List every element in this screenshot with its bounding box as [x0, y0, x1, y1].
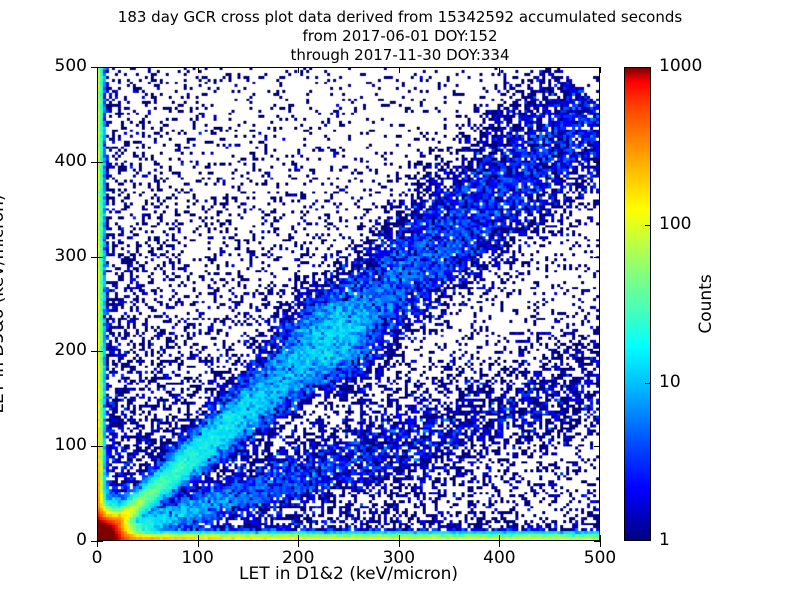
y-tick-mark-inner	[97, 256, 103, 258]
y-tick-mark-inner	[97, 161, 103, 163]
x-tick-mark	[197, 541, 199, 547]
x-tick-mark-top	[298, 67, 300, 73]
y-tick-label: 300	[54, 245, 87, 266]
y-tick-mark-inner	[97, 446, 103, 448]
x-tick-label: 500	[583, 548, 617, 568]
y-tick-mark-inner	[97, 67, 103, 68]
x-tick-mark-inner	[97, 535, 98, 541]
y-tick-label: 500	[54, 56, 87, 76]
y-tick-mark-right	[594, 161, 600, 163]
y-tick-label: 0	[76, 530, 87, 550]
x-tick-label: 400	[483, 548, 516, 568]
plot-area	[97, 67, 600, 541]
colorbar-tick-label: 100	[659, 214, 692, 234]
chart-title-line-3: through 2017-11-30 DOY:334	[290, 46, 510, 64]
x-tick-mark-top	[600, 67, 601, 73]
scatter-density-canvas	[98, 68, 599, 540]
x-tick-label: 0	[91, 548, 103, 568]
x-tick-mark	[398, 541, 400, 547]
chart-title: 183 day GCR cross plot data derived from…	[0, 8, 800, 65]
x-tick-mark-inner	[197, 535, 199, 541]
x-axis-label: LET in D1&2 (keV/micron)	[238, 564, 459, 584]
y-tick-mark-right	[594, 541, 600, 542]
y-tick-mark	[91, 351, 97, 353]
y-axis-label: LET in D5&6 (keV/micron)	[0, 194, 8, 414]
colorbar-tick-mark	[645, 225, 651, 226]
y-tick-mark-right	[594, 256, 600, 258]
colorbar-tick-label: 1000	[659, 56, 703, 76]
x-tick-label: 300	[382, 548, 416, 568]
y-tick-mark-right	[594, 67, 600, 68]
colorbar-tick-mark	[645, 383, 651, 384]
x-tick-mark-top	[499, 67, 501, 73]
x-tick-mark-inner	[398, 535, 400, 541]
chart-title-line-2: from 2017-06-01 DOY:152	[302, 27, 498, 45]
x-tick-mark-top	[97, 67, 98, 73]
colorbar-gradient	[624, 67, 651, 541]
x-tick-label: 200	[281, 548, 315, 568]
x-tick-mark	[298, 541, 300, 547]
x-tick-label: 100	[181, 548, 214, 568]
x-tick-mark	[97, 541, 98, 547]
x-tick-mark-inner	[600, 535, 601, 541]
x-tick-mark-top	[197, 67, 199, 73]
x-tick-mark-inner	[499, 535, 501, 541]
x-tick-mark	[499, 541, 501, 547]
y-tick-mark	[91, 541, 97, 542]
y-tick-label: 100	[54, 435, 87, 456]
colorbar-label: Counts	[696, 274, 716, 334]
x-tick-mark-inner	[298, 535, 300, 541]
y-tick-mark-inner	[97, 351, 103, 353]
x-tick-mark	[600, 541, 601, 547]
y-tick-mark-right	[594, 351, 600, 353]
colorbar-tick-label: 1	[659, 530, 670, 550]
x-tick-mark-top	[398, 67, 400, 73]
y-tick-mark-inner	[97, 541, 103, 542]
y-tick-mark	[91, 161, 97, 163]
y-tick-mark	[91, 67, 97, 68]
y-tick-label: 200	[54, 340, 87, 361]
y-tick-mark	[91, 256, 97, 258]
colorbar-tick-label: 10	[659, 372, 681, 392]
chart-title-line-1: 183 day GCR cross plot data derived from…	[117, 8, 683, 26]
y-tick-mark-right	[594, 446, 600, 448]
y-tick-mark	[91, 446, 97, 448]
y-tick-label: 400	[54, 150, 87, 171]
